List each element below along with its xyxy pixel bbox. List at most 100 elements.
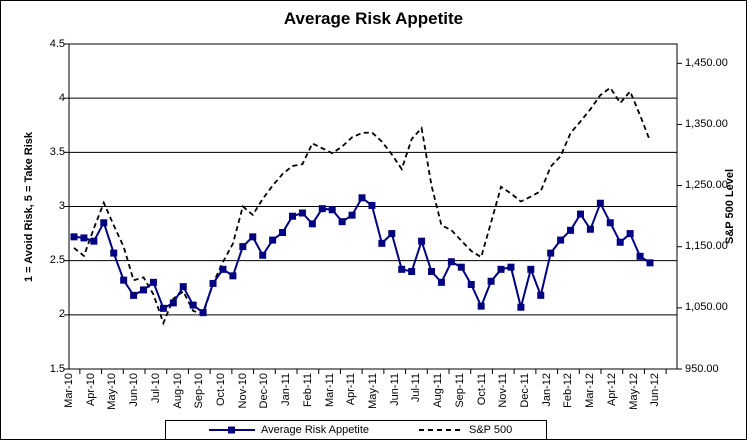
sp500-line	[73, 86, 651, 326]
x-axis-tick-label: May-11	[367, 373, 379, 409]
right-axis-tick-label: 950.00	[685, 362, 719, 375]
risk-appetite-marker	[298, 209, 306, 217]
sp500-legend-sample	[419, 429, 463, 431]
risk-appetite-marker	[249, 233, 257, 241]
legend-item-sp500: S&P 500	[418, 421, 512, 439]
risk-appetite-marker	[100, 219, 108, 227]
risk-appetite-marker	[368, 201, 376, 209]
risk-appetite-marker	[70, 233, 78, 241]
risk-appetite-marker	[626, 230, 634, 238]
risk-appetite-marker	[269, 236, 277, 244]
risk-appetite-marker	[80, 234, 88, 242]
risk-appetite-legend-sample	[209, 426, 255, 434]
risk-appetite-marker	[388, 230, 396, 238]
left-axis-tick-label: 4	[58, 91, 65, 104]
x-axis-tick-label: Feb-12	[562, 373, 575, 408]
risk-appetite-marker	[606, 219, 614, 227]
risk-appetite-marker	[567, 226, 575, 234]
risk-appetite-marker	[288, 212, 296, 220]
risk-appetite-marker	[169, 299, 177, 307]
x-axis-tick-label: Mar-11	[323, 373, 336, 408]
risk-appetite-marker	[279, 229, 287, 236]
left-axis-tick-label: 4.5	[49, 37, 65, 50]
risk-appetite-marker	[497, 265, 505, 273]
risk-appetite-marker	[487, 277, 495, 285]
risk-appetite-marker	[437, 278, 445, 286]
risk-appetite-marker	[199, 309, 207, 317]
risk-appetite-marker	[507, 263, 515, 271]
risk-appetite-marker	[229, 272, 237, 280]
risk-appetite-marker	[596, 199, 604, 207]
risk-appetite-marker	[537, 291, 545, 299]
x-axis-tick-label: Apr-10	[84, 373, 97, 407]
x-axis-tick-label: May-12	[627, 373, 640, 410]
x-axis-tick-label: Nov-10	[236, 373, 249, 409]
x-axis-tick-label: Oct-10	[215, 373, 227, 407]
right-axis-tick-label: 1,250.00	[685, 179, 728, 192]
risk-appetite-marker	[140, 286, 148, 294]
risk-appetite-marker	[616, 238, 624, 246]
risk-appetite-marker	[219, 265, 227, 273]
risk-appetite-marker	[110, 249, 118, 257]
right-axis-tick-label: 1,450.00	[685, 56, 728, 69]
right-axis-tick-label: 1,150.00	[685, 240, 728, 253]
legend: Average Risk Appetite S&P 500	[165, 420, 547, 439]
risk-appetite-marker	[547, 249, 555, 257]
risk-appetite-marker	[130, 291, 138, 299]
risk-appetite-marker	[467, 281, 475, 288]
risk-appetite-marker	[447, 258, 455, 266]
risk-appetite-marker	[149, 278, 157, 286]
x-axis-tick-label: May-10	[106, 373, 119, 410]
x-axis-tick-label: Aug-10	[171, 373, 184, 409]
x-axis-tick-label: Jul-10	[149, 373, 162, 403]
left-axis-tick-label: 2.5	[49, 254, 65, 267]
risk-appetite-marker	[517, 303, 525, 311]
risk-appetite-marker	[189, 301, 197, 309]
x-axis-tick-label: Sep-10	[193, 373, 206, 409]
x-axis-tick-label: Jul-11	[410, 373, 423, 403]
risk-appetite-marker	[418, 237, 426, 245]
risk-appetite-marker	[348, 211, 356, 219]
right-axis-tick-label: 1,050.00	[685, 301, 728, 314]
x-axis-tick-label: Apr-12	[605, 373, 618, 407]
right-axis-tick-label: 1,350.00	[685, 117, 728, 130]
x-axis-tick-label: Nov-11	[497, 373, 510, 408]
left-axis-tick-label: 2	[58, 308, 65, 321]
x-axis-tick-label: Mar-10	[63, 373, 75, 408]
risk-appetite-marker	[477, 302, 485, 310]
x-axis-tick-label: Dec-11	[519, 373, 531, 408]
risk-appetite-marker	[259, 251, 267, 259]
x-axis-tick-label: Mar-12	[584, 373, 597, 408]
risk-appetite-marker	[338, 218, 346, 226]
risk-appetite-marker	[428, 268, 436, 275]
risk-appetite-marker	[308, 220, 316, 228]
left-axis-tick-label: 3	[58, 200, 65, 212]
risk-appetite-marker	[408, 268, 416, 275]
risk-appetite-marker	[636, 252, 644, 260]
x-axis-tick-label: Oct-11	[475, 373, 488, 406]
risk-appetite-marker	[586, 225, 594, 233]
risk-appetite-marker	[576, 210, 584, 218]
risk-appetite-marker	[457, 263, 465, 271]
risk-appetite-marker	[358, 194, 366, 202]
risk-appetite-marker	[328, 206, 336, 214]
x-axis-tick-label: Feb-11	[301, 373, 314, 408]
x-axis-tick-label: Jan-12	[540, 373, 553, 407]
x-axis-tick-label: Dec-10	[258, 373, 271, 409]
risk-appetite-marker	[120, 276, 128, 284]
risk-appetite-marker	[318, 205, 326, 213]
legend-label-sp500: S&P 500	[469, 424, 513, 436]
risk-appetite-marker	[527, 265, 535, 273]
risk-appetite-marker	[159, 304, 167, 312]
x-axis-tick-label: Sep-11	[453, 373, 466, 408]
x-axis-tick-label: Jun-11	[388, 373, 401, 406]
risk-appetite-marker	[209, 279, 217, 287]
left-axis-tick-label: 1.5	[49, 362, 65, 375]
x-axis-tick-label: Aug-11	[432, 373, 445, 408]
risk-appetite-marker	[378, 239, 386, 247]
risk-appetite-marker	[90, 237, 98, 245]
legend-label-risk-appetite: Average Risk Appetite	[261, 424, 370, 436]
risk-appetite-marker	[179, 283, 187, 291]
risk-appetite-marker	[398, 265, 406, 273]
